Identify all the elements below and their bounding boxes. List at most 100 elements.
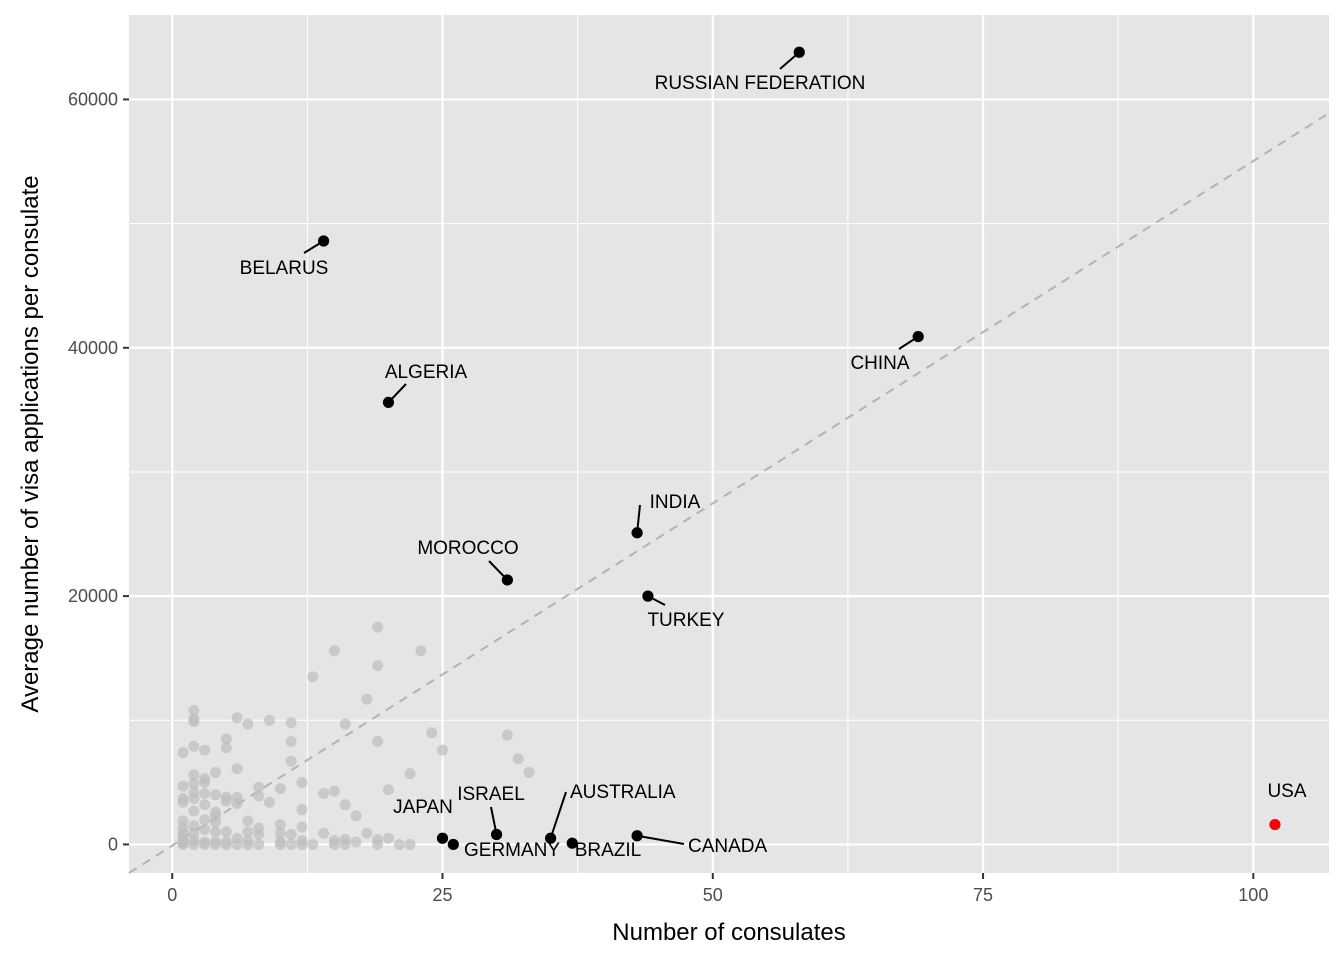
background-point <box>339 718 351 730</box>
leader-line <box>549 791 567 839</box>
point-algeria <box>382 396 395 409</box>
background-point <box>220 733 232 745</box>
background-point <box>437 744 449 756</box>
background-point <box>285 838 297 850</box>
background-point <box>274 827 286 839</box>
background-point <box>253 829 265 841</box>
background-point <box>188 778 200 790</box>
background-point <box>199 744 211 756</box>
background-point <box>350 836 362 848</box>
background-point <box>274 838 286 850</box>
point-turkey <box>642 590 654 602</box>
background-point <box>328 785 340 797</box>
background-point <box>188 740 200 752</box>
background-point <box>177 796 189 808</box>
grid-major <box>129 15 1329 873</box>
y-tick-label: 0 <box>108 834 118 854</box>
trend-line <box>128 112 1330 874</box>
background-point <box>199 799 211 811</box>
background-point <box>242 718 254 730</box>
background-point <box>242 838 254 850</box>
background-point <box>501 729 513 741</box>
background-point <box>404 768 416 780</box>
background-point <box>177 780 189 792</box>
background-point <box>264 796 276 808</box>
background-point <box>404 838 416 850</box>
background-point <box>393 838 405 850</box>
x-tick-label: 25 <box>432 885 452 905</box>
point-label: CANADA <box>688 836 768 857</box>
x-tick-label: 100 <box>1238 885 1268 905</box>
background-point <box>188 792 200 804</box>
point-israel <box>490 828 503 841</box>
point-label: CHINA <box>850 353 909 374</box>
x-tick-label: 75 <box>973 885 993 905</box>
point-label: USA <box>1267 781 1306 802</box>
background-point <box>382 832 394 844</box>
background-point <box>188 805 200 817</box>
background-point <box>220 795 232 807</box>
background-point <box>231 838 243 850</box>
point-label: BELARUS <box>240 258 329 279</box>
grid-minor <box>129 15 1329 873</box>
background-point <box>177 838 189 850</box>
background-point <box>220 826 232 838</box>
background-point <box>274 819 286 831</box>
background-point <box>220 838 232 850</box>
background-point <box>188 704 200 716</box>
background-point <box>285 755 297 767</box>
background-point <box>512 753 524 765</box>
point-labels: RUSSIAN FEDERATION BELARUS CHINA ALGERIA IND… <box>240 73 1307 861</box>
point-canada <box>631 830 643 842</box>
background-point <box>199 814 211 826</box>
point-usa <box>1269 818 1281 831</box>
point-label: MOROCCO <box>417 538 518 559</box>
background-point <box>231 797 243 809</box>
point-morocco <box>501 574 513 586</box>
point-india <box>631 527 643 539</box>
point-label: AUSTRALIA <box>570 782 676 803</box>
background-point <box>242 826 254 838</box>
background-point <box>328 838 340 850</box>
background-point <box>253 790 265 802</box>
y-axis-ticks: 0 20000 40000 60000 <box>68 89 129 854</box>
background-point <box>177 747 189 759</box>
x-axis-title: Number of consulates <box>612 919 845 946</box>
y-tick-label: 60000 <box>68 89 118 109</box>
plot-panel <box>129 15 1329 873</box>
background-point <box>199 824 211 836</box>
point-brazil <box>566 837 578 849</box>
background-point <box>209 826 221 838</box>
background-point <box>296 838 308 850</box>
x-axis-ticks: 0 25 50 75 100 <box>167 873 1268 905</box>
background-point <box>242 815 254 827</box>
y-tick-label: 20000 <box>68 586 118 606</box>
background-point <box>188 838 200 850</box>
background-point <box>209 838 221 850</box>
background-point <box>199 776 211 788</box>
point-russian-federation <box>793 46 805 58</box>
point-label: BRAZIL <box>575 840 642 861</box>
point-australia <box>545 832 557 844</box>
background-point <box>253 838 265 850</box>
background-point <box>361 827 373 839</box>
background-point <box>350 810 362 822</box>
background-point <box>231 763 243 775</box>
background-point <box>296 776 308 788</box>
background-point <box>318 827 330 839</box>
background-point <box>426 727 438 739</box>
background-point <box>296 821 308 833</box>
background-point <box>199 838 211 850</box>
background-point <box>382 784 394 796</box>
background-point <box>188 769 200 781</box>
background-point <box>328 645 340 657</box>
point-belarus <box>317 235 330 247</box>
background-point <box>307 671 319 683</box>
background-point <box>274 783 286 795</box>
background-point <box>188 716 200 728</box>
background-point <box>264 714 276 726</box>
point-china <box>912 330 924 343</box>
background-point <box>339 838 351 850</box>
background-point <box>307 838 319 850</box>
point-label: ISRAEL <box>457 784 525 805</box>
